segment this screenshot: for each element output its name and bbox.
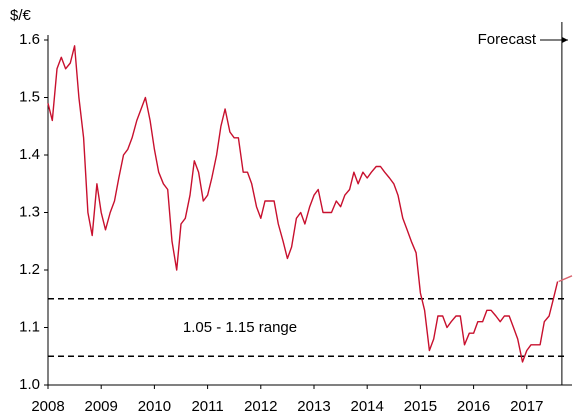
forecast-arrowhead (562, 37, 568, 43)
x-tick-label: 2012 (244, 398, 277, 415)
x-tick-label: 2010 (138, 398, 171, 415)
y-tick-label: 1.5 (19, 88, 40, 105)
y-tick-label: 1.6 (19, 31, 40, 48)
y-axis-label: $/€ (10, 7, 32, 24)
x-tick-label: 2011 (191, 398, 223, 415)
y-tick-label: 1.3 (19, 203, 40, 220)
y-tick-label: 1.0 (19, 376, 40, 393)
x-tick-label: 2015 (404, 398, 437, 415)
x-tick-label: 2017 (510, 398, 543, 415)
x-tick-label: 2008 (31, 398, 64, 415)
y-tick-label: 1.2 (19, 261, 40, 278)
x-tick-label: 2013 (297, 398, 330, 415)
x-tick-label: 2016 (457, 398, 490, 415)
forecast-label: Forecast (478, 31, 537, 48)
x-tick-label: 2014 (351, 398, 384, 415)
x-tick-label: 2009 (85, 398, 118, 415)
y-tick-label: 1.4 (19, 146, 40, 163)
range-annotation: 1.05 - 1.15 range (183, 319, 297, 336)
y-tick-label: 1.1 (19, 318, 40, 335)
series-line (47, 45, 559, 363)
series-line (558, 275, 573, 283)
